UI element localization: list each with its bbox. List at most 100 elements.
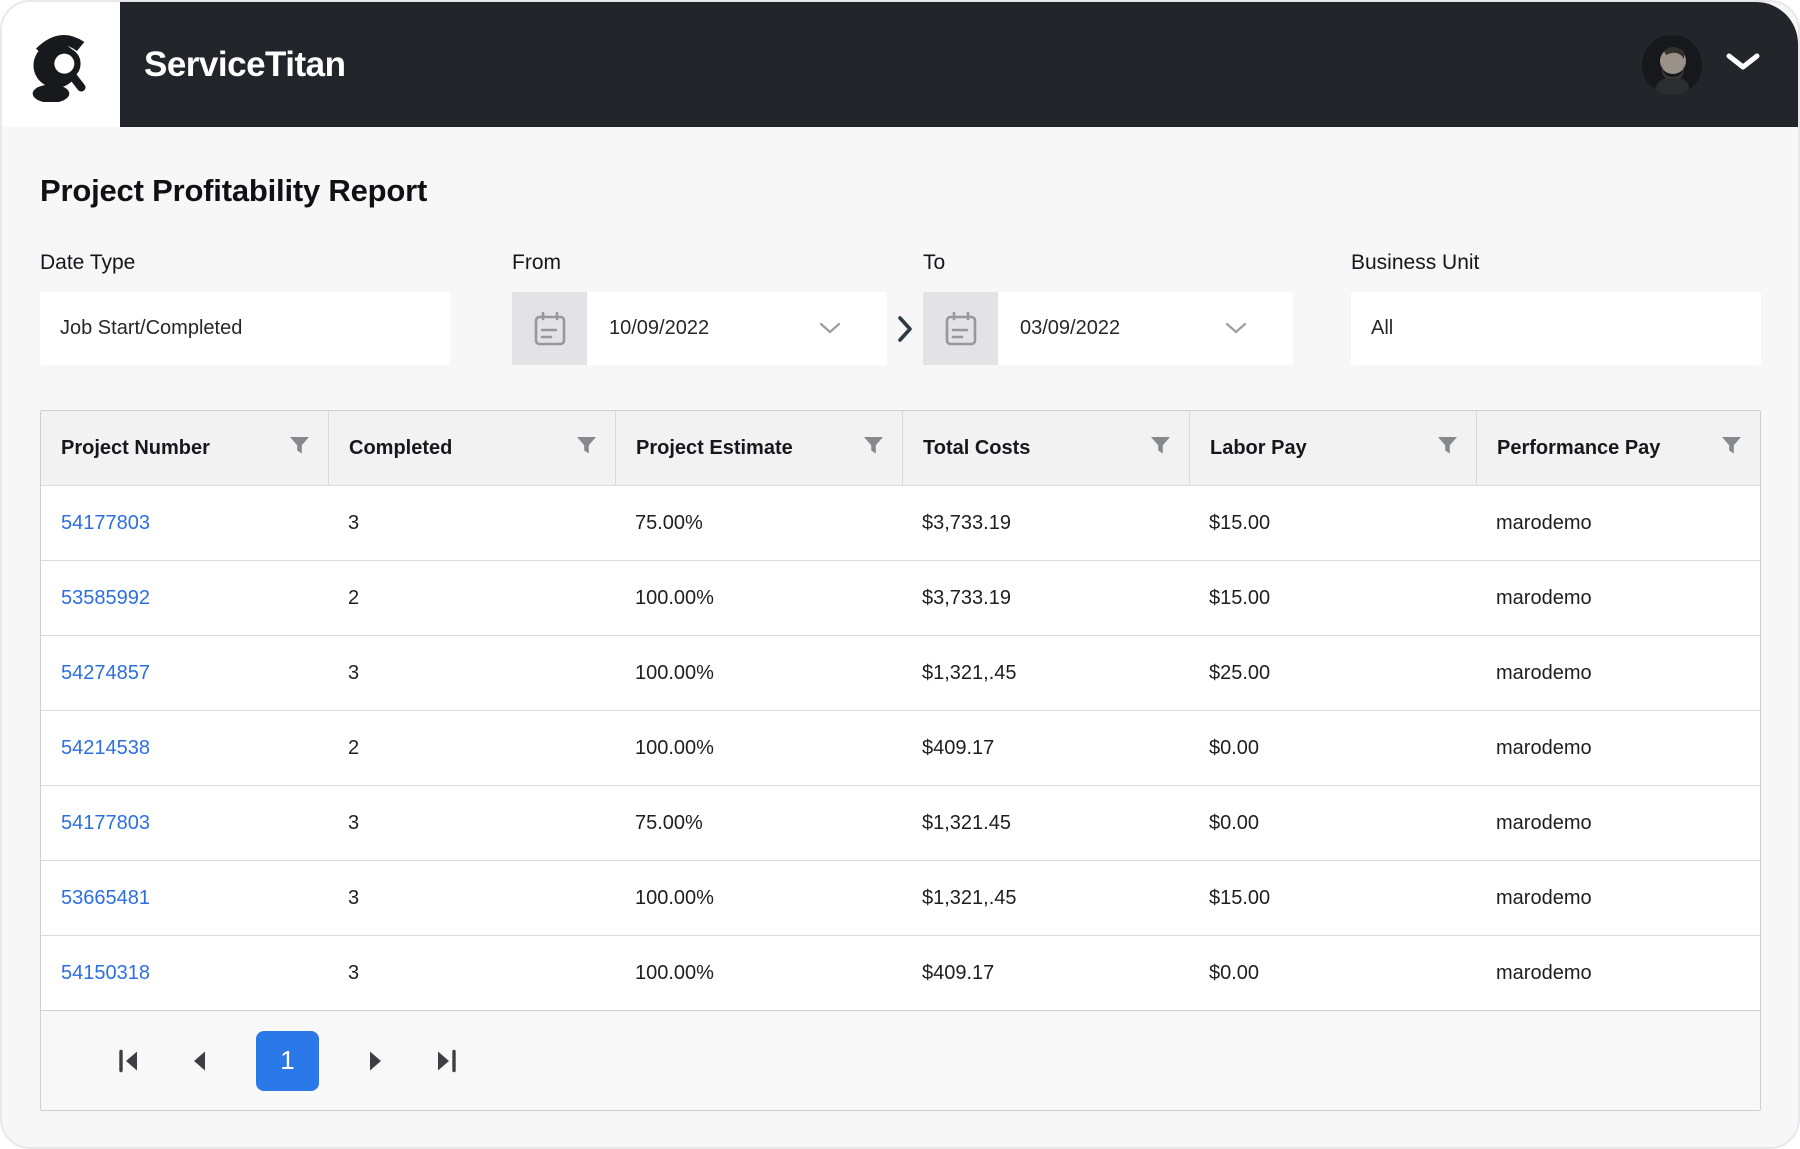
performance-pay-cell: marodemo [1496, 736, 1592, 759]
business-unit-filter: Business Unit All [1351, 251, 1761, 365]
performance-pay-cell: marodemo [1496, 661, 1592, 684]
total-costs-cell: $1,321,.45 [922, 661, 1017, 684]
total-costs-cell: $1,321.45 [922, 811, 1011, 834]
project-number-link[interactable]: 54214538 [61, 736, 150, 759]
project-estimate-cell: 75.00% [635, 811, 703, 834]
project-estimate-cell: 100.00% [635, 961, 714, 984]
performance-pay-cell: marodemo [1496, 886, 1592, 909]
from-date-value: 10/09/2022 [609, 317, 710, 339]
date-type-filter: Date Type Job Start/Completed [40, 251, 450, 365]
business-unit-label: Business Unit [1351, 251, 1480, 274]
filter-funnel-icon[interactable] [576, 435, 597, 461]
total-costs-cell: $409.17 [922, 961, 995, 984]
project-estimate-cell: 100.00% [635, 661, 714, 684]
app-header: ServiceTitan [120, 2, 1798, 127]
completed-cell: 3 [348, 661, 360, 684]
performance-pay-cell: marodemo [1496, 961, 1592, 984]
project-estimate-cell: 75.00% [635, 511, 703, 534]
page-number-button[interactable]: 1 [256, 1030, 319, 1091]
project-estimate-cell: 100.00% [635, 586, 714, 609]
labor-pay-cell: $15.00 [1209, 511, 1271, 534]
labor-pay-cell: $0.00 [1209, 961, 1260, 984]
completed-cell: 2 [348, 586, 360, 609]
to-date-value: 03/09/2022 [1020, 317, 1121, 339]
total-costs-cell: $3,733.19 [922, 511, 1011, 534]
calendar-icon[interactable] [512, 292, 587, 365]
from-date-filter: From 10/09/2022 [512, 251, 887, 365]
labor-pay-cell: $0.00 [1209, 811, 1260, 834]
project-estimate-cell: 100.00% [635, 886, 714, 909]
filter-funnel-icon[interactable] [1150, 435, 1171, 461]
labor-pay-cell: $0.00 [1209, 736, 1260, 759]
report-filters: Date Type Job Start/Completed From [40, 251, 1761, 365]
filter-funnel-icon[interactable] [289, 435, 310, 461]
table-row: 53665481 3 100.00% $1,321,.45 $15.00 mar… [41, 860, 1760, 935]
user-avatar[interactable] [1642, 34, 1702, 95]
next-page-button[interactable] [363, 1048, 389, 1074]
servicetitan-logo-box[interactable] [2, 2, 120, 127]
chevron-down-icon[interactable] [819, 317, 841, 340]
from-date-picker[interactable]: 10/09/2022 [512, 292, 887, 365]
completed-cell: 3 [348, 811, 360, 834]
top-navigation-bar: ServiceTitan [2, 2, 1798, 127]
performance-pay-cell: marodemo [1496, 586, 1592, 609]
labor-pay-cell: $25.00 [1209, 661, 1271, 684]
first-page-button[interactable] [116, 1048, 142, 1074]
project-number-link[interactable]: 54177803 [61, 811, 150, 834]
table-header-row: Project Number Completed Project Estimat… [41, 411, 1760, 485]
completed-cell: 3 [348, 886, 360, 909]
project-number-link[interactable]: 54177803 [61, 511, 150, 534]
column-header-performance-pay[interactable]: Performance Pay [1476, 411, 1760, 485]
from-label: From [512, 251, 561, 274]
filter-funnel-icon[interactable] [1721, 435, 1742, 461]
completed-cell: 2 [348, 736, 360, 759]
table-row: 54177803 3 75.00% $1,321.45 $0.00 marode… [41, 785, 1760, 860]
column-header-total-costs[interactable]: Total Costs [902, 411, 1189, 485]
table-row: 54150318 3 100.00% $409.17 $0.00 marodem… [41, 935, 1760, 1010]
project-estimate-cell: 100.00% [635, 736, 714, 759]
table-pagination: 1 [41, 1010, 1760, 1110]
chevron-down-icon[interactable] [1225, 317, 1247, 340]
business-unit-select[interactable]: All [1351, 292, 1761, 365]
filter-funnel-icon[interactable] [863, 435, 884, 461]
column-header-project-estimate[interactable]: Project Estimate [615, 411, 902, 485]
previous-page-button[interactable] [186, 1048, 212, 1074]
to-label: To [923, 251, 946, 274]
project-number-link[interactable]: 53665481 [61, 886, 150, 909]
project-number-link[interactable]: 54150318 [61, 961, 150, 984]
table-row: 54274857 3 100.00% $1,321,.45 $25.00 mar… [41, 635, 1760, 710]
report-content: Project Profitability Report Date Type J… [2, 173, 1798, 1111]
total-costs-cell: $3,733.19 [922, 586, 1011, 609]
brand-wordmark: ServiceTitan [144, 44, 346, 84]
date-type-label: Date Type [40, 251, 136, 274]
calendar-icon[interactable] [923, 292, 998, 365]
total-costs-cell: $409.17 [922, 736, 995, 759]
table-row: 54177803 3 75.00% $3,733.19 $15.00 marod… [41, 485, 1760, 560]
page-title: Project Profitability Report [40, 173, 428, 208]
date-type-select[interactable]: Job Start/Completed [40, 292, 450, 365]
last-page-button[interactable] [433, 1048, 459, 1074]
labor-pay-cell: $15.00 [1209, 586, 1271, 609]
labor-pay-cell: $15.00 [1209, 886, 1271, 909]
completed-cell: 3 [348, 961, 360, 984]
date-type-value: Job Start/Completed [60, 317, 243, 339]
column-header-project-number[interactable]: Project Number [41, 411, 328, 485]
table-row: 53585992 2 100.00% $3,733.19 $15.00 maro… [41, 560, 1760, 635]
project-number-link[interactable]: 54274857 [61, 661, 150, 684]
column-header-labor-pay[interactable]: Labor Pay [1189, 411, 1476, 485]
project-profitability-table: Project Number Completed Project Estimat… [40, 410, 1761, 1111]
date-range-arrow-icon [887, 292, 923, 365]
business-unit-value: All [1371, 317, 1394, 339]
column-header-completed[interactable]: Completed [328, 411, 615, 485]
account-menu-chevron-down-icon[interactable] [1726, 53, 1760, 76]
performance-pay-cell: marodemo [1496, 511, 1592, 534]
servicetitan-titan-logo-icon [21, 22, 101, 107]
to-date-picker[interactable]: 03/09/2022 [923, 292, 1293, 365]
table-row: 54214538 2 100.00% $409.17 $0.00 marodem… [41, 710, 1760, 785]
to-date-filter: To 03/09/2022 [923, 251, 1293, 365]
filter-funnel-icon[interactable] [1437, 435, 1458, 461]
project-number-link[interactable]: 53585992 [61, 586, 150, 609]
performance-pay-cell: marodemo [1496, 811, 1592, 834]
total-costs-cell: $1,321,.45 [922, 886, 1017, 909]
